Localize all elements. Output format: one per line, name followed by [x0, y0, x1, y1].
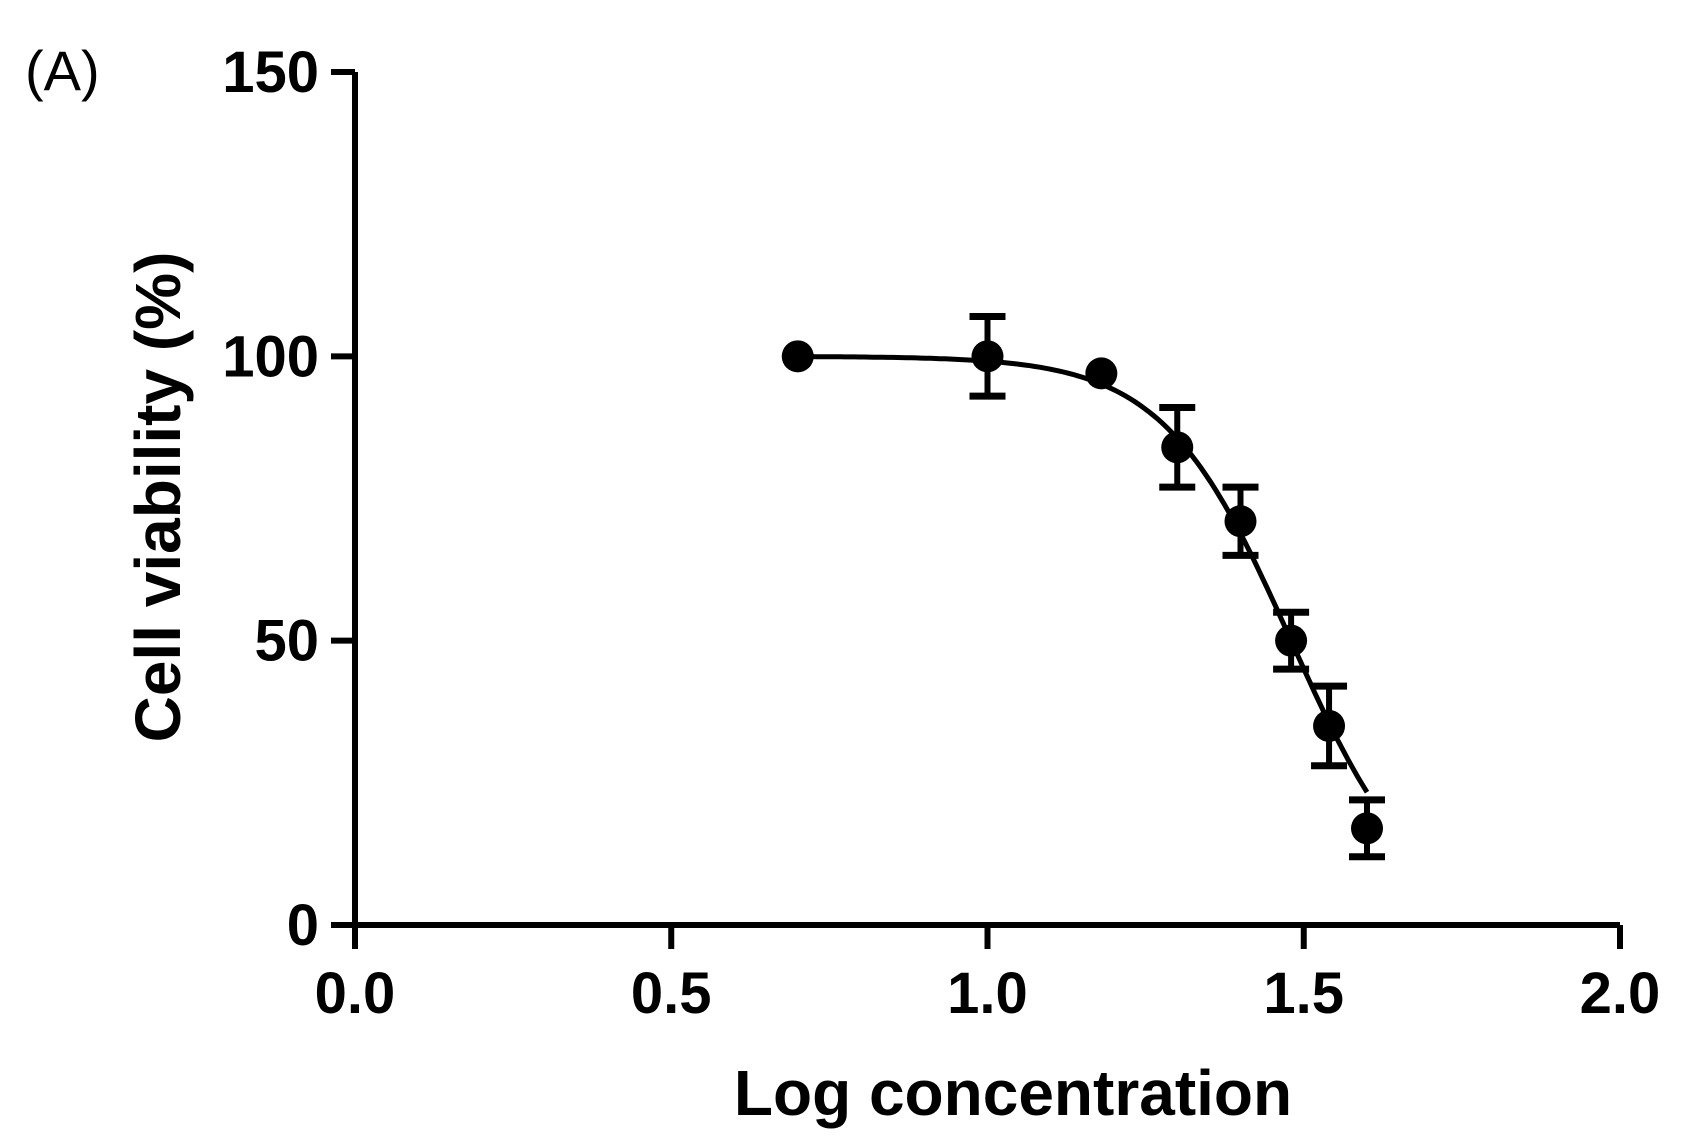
y-tick-label: 100	[222, 324, 319, 389]
data-point	[781, 340, 814, 373]
x-tick-label: 2.0	[1580, 961, 1661, 1026]
data-point	[1224, 505, 1257, 538]
data-point	[1351, 812, 1383, 845]
x-tick-label: 0.5	[631, 961, 712, 1026]
x-tick-label: 1.0	[947, 961, 1028, 1026]
data-point	[1085, 357, 1118, 390]
plot-layer: 0.0 0.5 1.0 1.5 2.0 0 50 100 150	[222, 40, 1660, 1026]
y-axis-title: Cell viability (%)	[122, 252, 194, 743]
data-point	[1161, 431, 1194, 464]
y-tick-label: 0	[287, 893, 319, 958]
x-axis-title: Log concentration	[734, 1057, 1292, 1129]
y-tick-label: 50	[254, 609, 319, 674]
panel-label: (A)	[25, 39, 100, 102]
fit-curve	[797, 354, 1370, 794]
data-point	[1275, 624, 1308, 657]
data-point	[1313, 709, 1346, 742]
x-tick-label: 0.0	[315, 961, 396, 1026]
x-tick-label: 1.5	[1263, 961, 1344, 1026]
y-tick-label: 150	[222, 40, 319, 105]
data-point	[971, 340, 1004, 373]
